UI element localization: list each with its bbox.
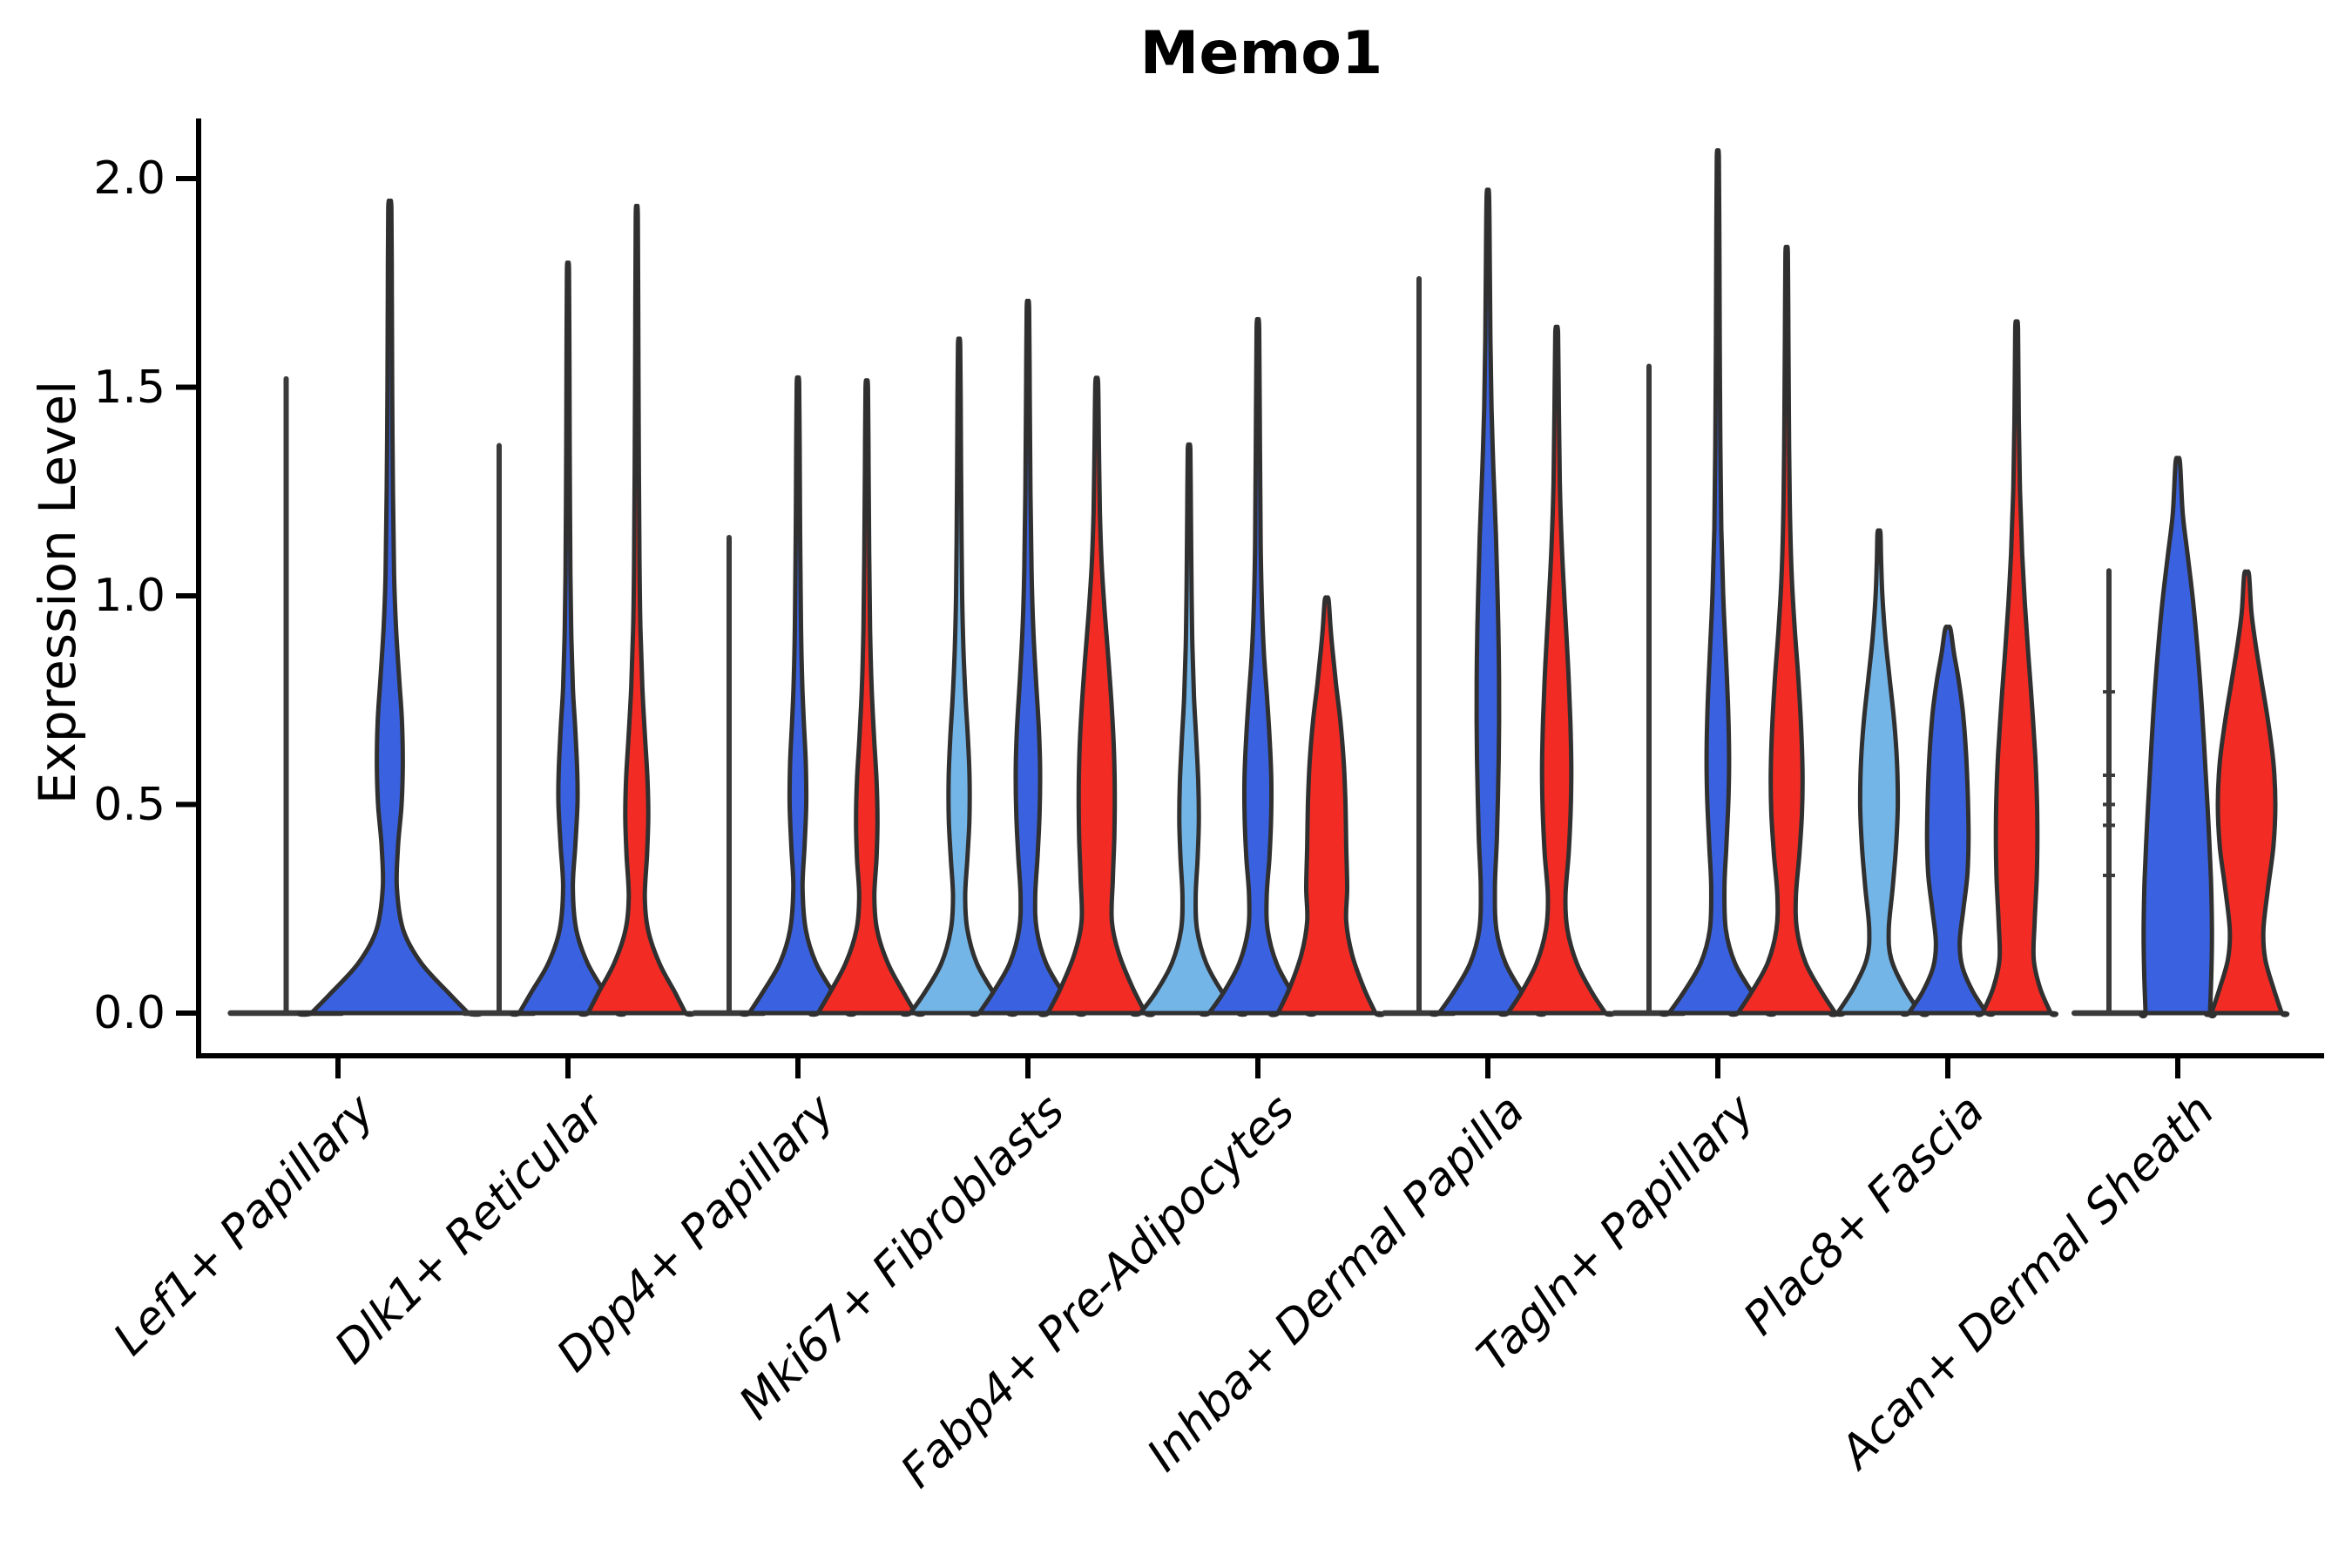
y-tick-label: 0.5 [93, 778, 166, 831]
y-tick-label: 2.0 [93, 152, 166, 205]
violin-split2 [509, 260, 627, 1017]
y-tick-label: 0.0 [93, 987, 166, 1039]
violin-split2 [1659, 148, 1777, 1017]
violin-split3 [1267, 595, 1386, 1017]
violin-split3 [1974, 319, 2059, 1017]
violin-split2 [1429, 187, 1547, 1017]
violin-split3 [578, 203, 696, 1017]
violin-split2 [2139, 456, 2217, 1019]
violin-split3 [2203, 569, 2290, 1017]
y-tick-label: 1.5 [93, 361, 166, 414]
violin-split2 [1900, 624, 1996, 1017]
violin-split2 [1199, 316, 1317, 1017]
violin-split1 [1828, 528, 1930, 1017]
violin-split2 [296, 198, 483, 1017]
violin-split1 [1130, 442, 1248, 1017]
violin-split3 [1497, 324, 1616, 1017]
violin-split2 [739, 375, 857, 1017]
violin-split2 [969, 298, 1087, 1017]
violin-split3 [1727, 244, 1846, 1017]
violin-split1 [900, 336, 1018, 1017]
y-tick-label: 1.0 [93, 570, 166, 622]
violin-split3 [1037, 375, 1156, 1017]
chart-title: Memo1 [1139, 19, 1383, 88]
violin-split3 [808, 378, 926, 1017]
